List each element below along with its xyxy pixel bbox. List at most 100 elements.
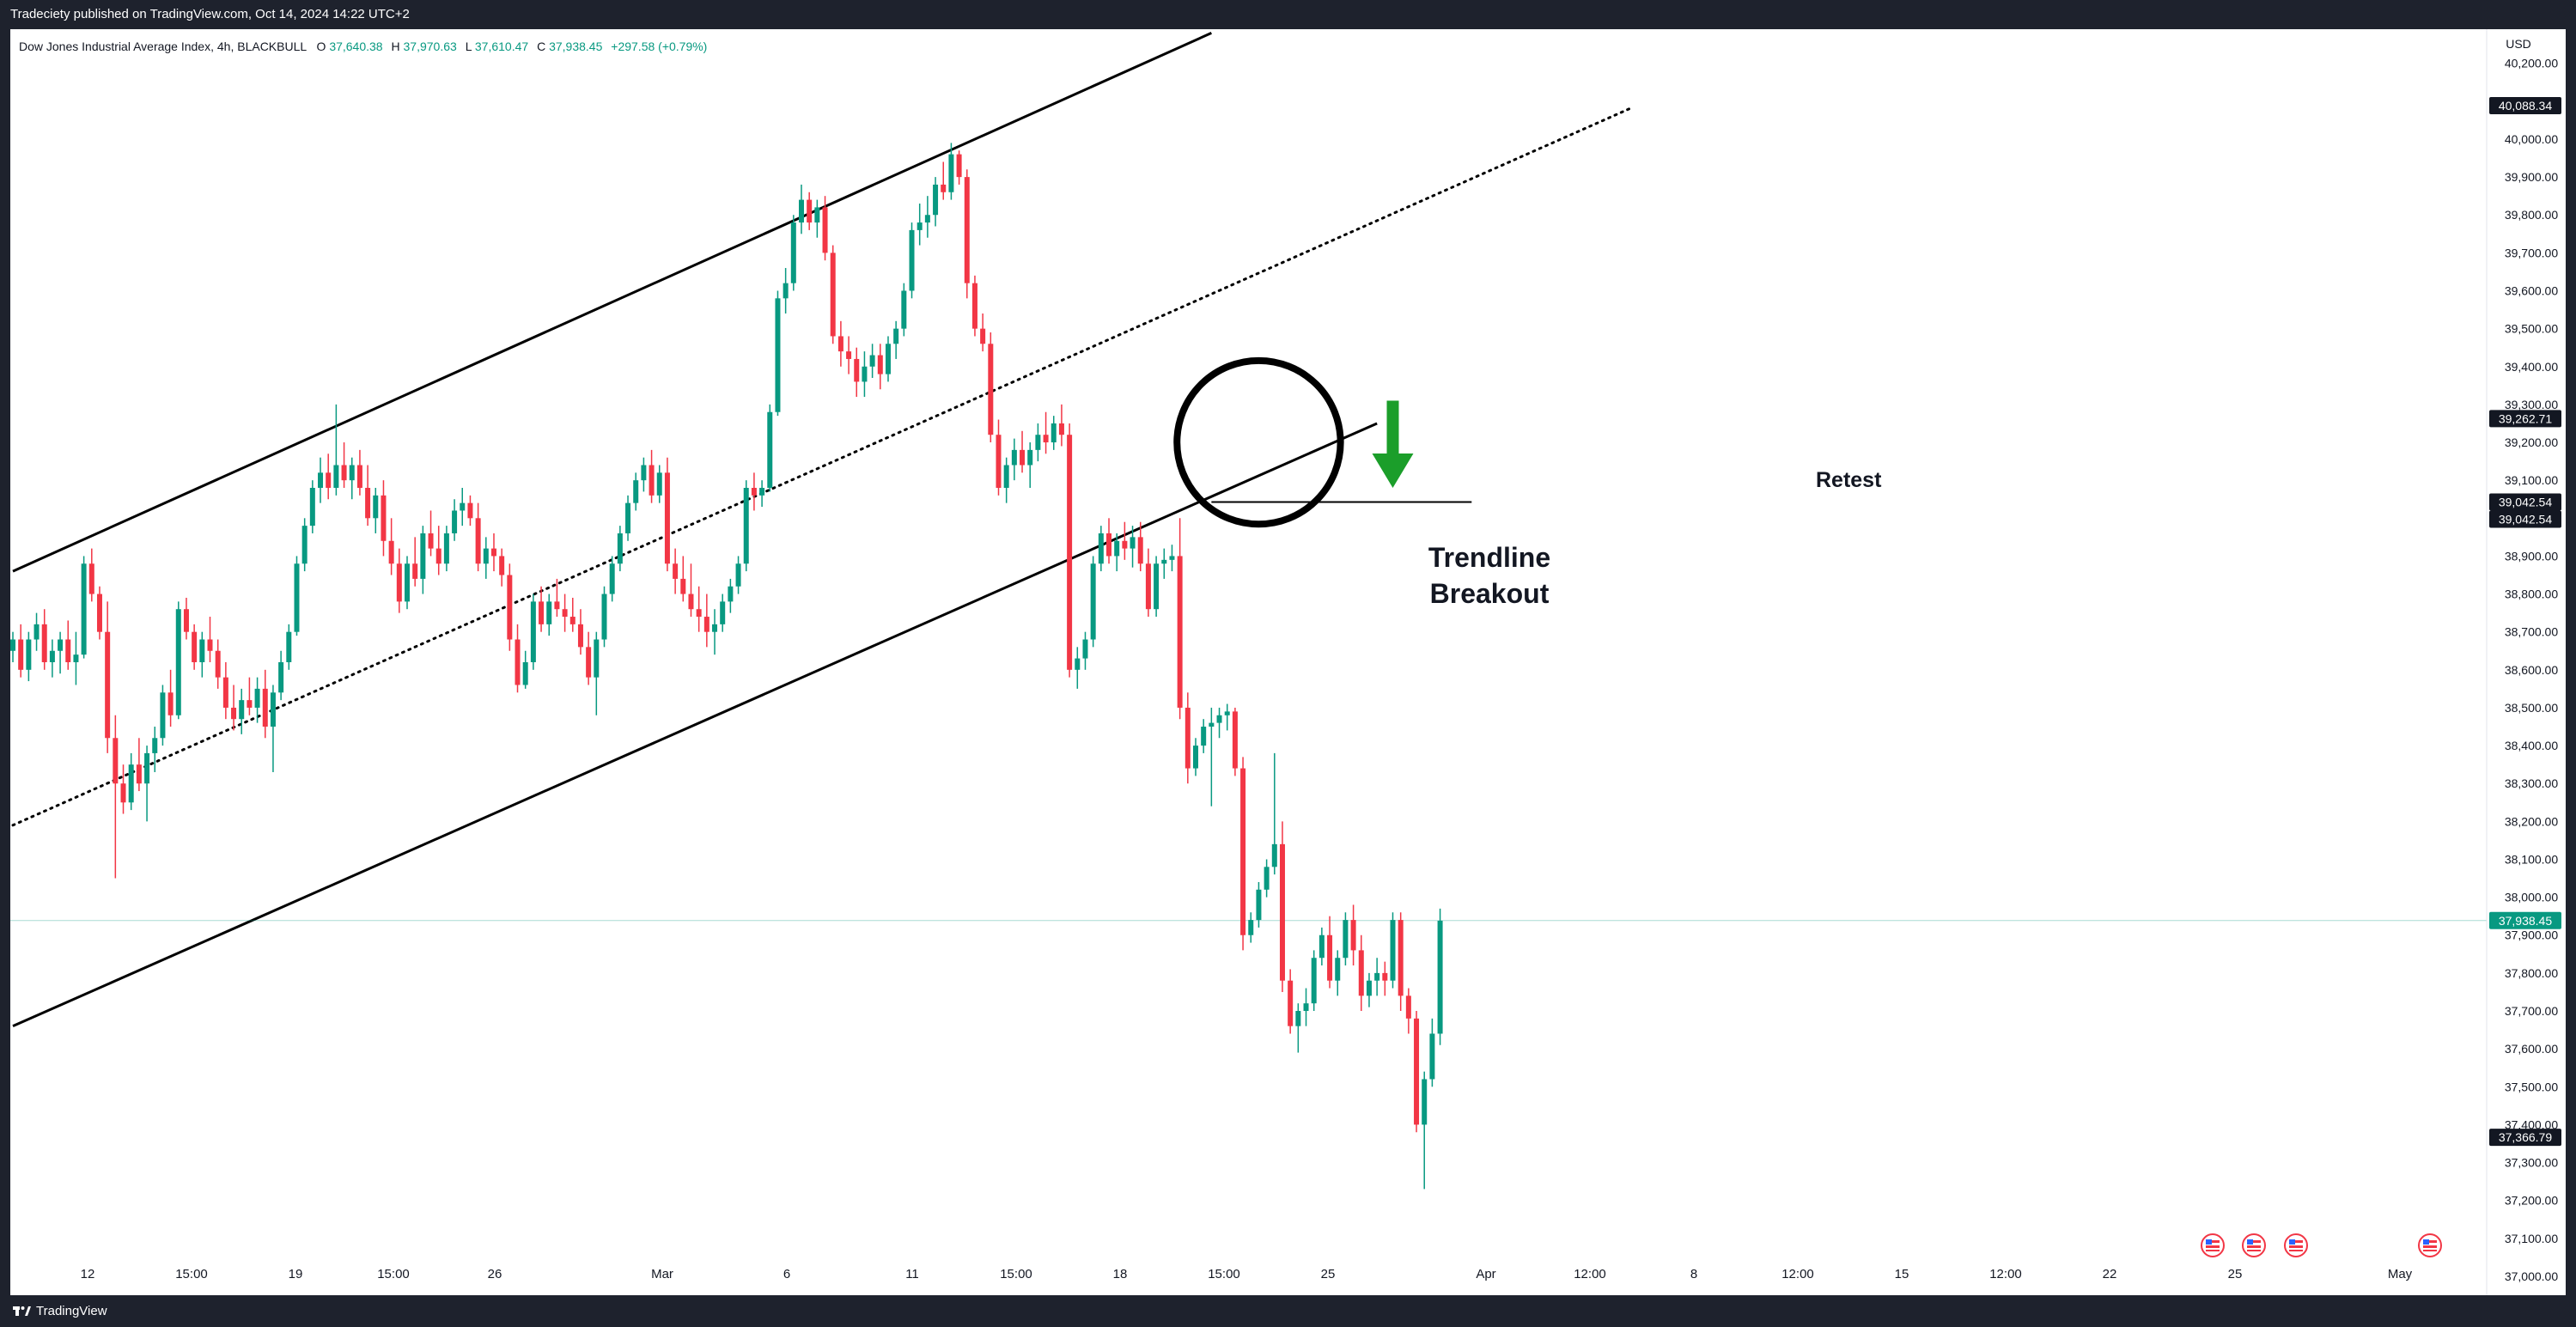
candle[interactable] <box>247 677 253 715</box>
candle[interactable] <box>971 275 977 337</box>
candle[interactable] <box>490 533 496 572</box>
candle[interactable] <box>65 620 71 670</box>
candle[interactable] <box>1193 738 1198 776</box>
candle[interactable] <box>562 593 568 632</box>
candle[interactable] <box>869 344 875 379</box>
candle[interactable] <box>1248 912 1254 943</box>
candle[interactable] <box>1075 647 1081 689</box>
candle[interactable] <box>207 617 213 662</box>
candle[interactable] <box>862 351 868 398</box>
candle[interactable] <box>956 150 962 185</box>
candle[interactable] <box>388 518 394 575</box>
trendline-lower-channel[interactable] <box>12 422 1378 1028</box>
candle[interactable] <box>499 548 505 587</box>
candle[interactable] <box>1232 707 1238 776</box>
us-flag-icon[interactable] <box>2201 1233 2225 1257</box>
brand[interactable]: TradingView <box>12 1301 107 1320</box>
candle[interactable] <box>1216 707 1222 739</box>
candle[interactable] <box>1350 904 1356 966</box>
price-label[interactable]: 39,042.54 <box>2489 510 2561 528</box>
candle[interactable] <box>1145 548 1151 618</box>
candle[interactable] <box>988 332 994 443</box>
candle[interactable] <box>601 586 607 648</box>
candle[interactable] <box>522 650 528 689</box>
candle[interactable] <box>696 586 702 632</box>
candle[interactable] <box>1106 518 1112 564</box>
us-flag-icon[interactable] <box>2284 1233 2308 1257</box>
candle[interactable] <box>1366 972 1372 1007</box>
candle[interactable] <box>1050 416 1057 450</box>
candle[interactable] <box>743 480 749 572</box>
candle[interactable] <box>539 586 545 632</box>
candle[interactable] <box>728 578 734 613</box>
candle[interactable] <box>1058 404 1064 447</box>
candle[interactable] <box>175 601 181 720</box>
candle[interactable] <box>830 245 836 344</box>
candle[interactable] <box>807 192 813 230</box>
candle[interactable] <box>144 746 150 822</box>
candle[interactable] <box>356 449 362 496</box>
candle[interactable] <box>664 457 670 572</box>
candle[interactable] <box>365 465 371 527</box>
candle[interactable] <box>507 563 513 651</box>
candle[interactable] <box>924 196 930 238</box>
price-label[interactable]: 37,366.79 <box>2489 1129 2561 1147</box>
candle[interactable] <box>49 639 55 678</box>
candle[interactable] <box>814 199 820 238</box>
candle[interactable] <box>41 609 47 670</box>
candle[interactable] <box>405 556 410 610</box>
candle[interactable] <box>641 457 647 492</box>
candle[interactable] <box>1122 521 1128 560</box>
candle[interactable] <box>735 556 741 594</box>
candle[interactable] <box>554 578 560 618</box>
candle[interactable] <box>1343 912 1349 966</box>
candle[interactable] <box>373 487 379 533</box>
candle[interactable] <box>88 548 94 602</box>
candle[interactable] <box>569 597 575 632</box>
candle[interactable] <box>799 184 804 234</box>
price-label[interactable]: 39,262.71 <box>2489 410 2561 428</box>
candle[interactable] <box>948 143 954 200</box>
candle[interactable] <box>467 495 473 527</box>
candle[interactable] <box>1405 988 1411 1034</box>
candle[interactable] <box>625 495 631 541</box>
us-flag-icon[interactable] <box>2418 1233 2442 1257</box>
candle[interactable] <box>1335 950 1341 996</box>
candle[interactable] <box>703 593 709 648</box>
candle[interactable] <box>420 526 426 594</box>
candle[interactable] <box>1020 430 1026 473</box>
candle[interactable] <box>1169 545 1175 572</box>
candle[interactable] <box>1090 556 1096 648</box>
candle[interactable] <box>160 685 166 746</box>
candle[interactable] <box>1422 1071 1428 1190</box>
candle[interactable] <box>1398 912 1404 1012</box>
candle[interactable] <box>609 556 615 602</box>
candle[interactable] <box>1437 908 1443 1045</box>
candle[interactable] <box>673 548 679 594</box>
candle[interactable] <box>1201 719 1207 753</box>
candle[interactable] <box>1256 881 1262 928</box>
candle[interactable] <box>113 715 119 879</box>
candle[interactable] <box>1311 950 1317 1012</box>
candle[interactable] <box>1154 556 1160 618</box>
candle[interactable] <box>964 169 970 299</box>
candle[interactable] <box>270 685 276 772</box>
candle[interactable] <box>1003 457 1009 503</box>
candle[interactable] <box>199 631 205 678</box>
candle[interactable] <box>428 510 434 557</box>
candle[interactable] <box>1224 703 1230 731</box>
candle[interactable] <box>775 290 781 417</box>
breakout-circle[interactable] <box>1173 356 1344 528</box>
candlestick-chart[interactable]: USD 37,000.00 37,100.00 37,200.00 37,300.00… <box>10 29 2566 1295</box>
candle[interactable] <box>633 472 639 511</box>
candle[interactable] <box>909 222 915 299</box>
candle[interactable] <box>239 688 245 734</box>
candle[interactable] <box>26 631 32 682</box>
candle[interactable] <box>594 631 600 715</box>
candle[interactable] <box>617 526 623 572</box>
candle[interactable] <box>941 161 947 200</box>
candle[interactable] <box>680 556 686 602</box>
candle[interactable] <box>326 453 332 500</box>
candle[interactable] <box>1177 518 1183 720</box>
candle[interactable] <box>262 669 268 739</box>
